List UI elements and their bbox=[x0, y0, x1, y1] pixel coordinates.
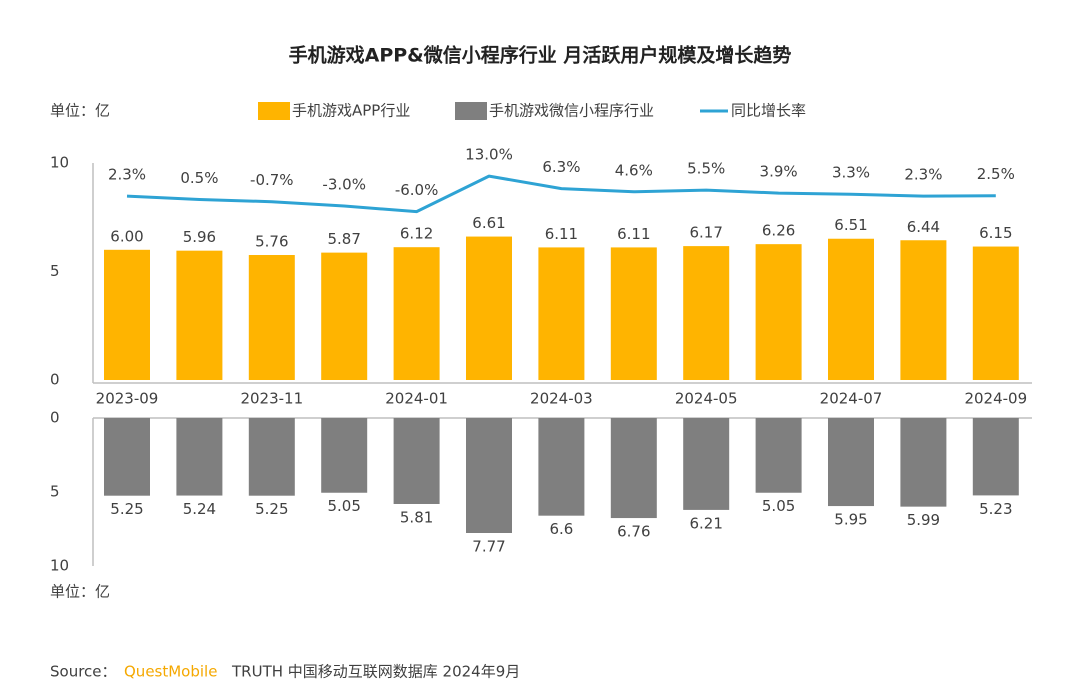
data-label: 5.05 bbox=[327, 497, 360, 515]
data-label: 0.5% bbox=[180, 169, 218, 187]
bar bbox=[900, 418, 947, 507]
data-label: 6.3% bbox=[542, 158, 580, 176]
data-label: 6.26 bbox=[762, 222, 795, 240]
data-label: 2.3% bbox=[108, 166, 146, 184]
data-label: 6.00 bbox=[110, 227, 143, 245]
data-label: 6.44 bbox=[907, 218, 940, 236]
data-label: 13.0% bbox=[465, 146, 513, 164]
data-label: 6.21 bbox=[689, 514, 722, 532]
data-label: 5.87 bbox=[327, 230, 360, 248]
data-label: 5.81 bbox=[400, 508, 433, 526]
x-tick-label: 2023-11 bbox=[240, 390, 303, 408]
x-tick-label: 2024-05 bbox=[675, 390, 738, 408]
data-label: 6.17 bbox=[689, 224, 722, 242]
source-brand: QuestMobile bbox=[124, 663, 217, 681]
data-label: 5.76 bbox=[255, 233, 288, 251]
data-label: 3.3% bbox=[832, 164, 870, 182]
bar bbox=[755, 244, 802, 380]
unit-label: 单位：亿 bbox=[50, 102, 110, 120]
bar bbox=[104, 418, 150, 496]
bar bbox=[538, 418, 585, 516]
bar bbox=[972, 418, 1019, 496]
data-label: 6.11 bbox=[617, 225, 650, 243]
legend-label: 手机游戏微信小程序行业 bbox=[489, 102, 654, 120]
legend-label: 手机游戏APP行业 bbox=[292, 102, 410, 120]
x-tick-label: 2024-03 bbox=[530, 390, 593, 408]
data-label: 5.25 bbox=[255, 500, 288, 518]
data-label: 5.23 bbox=[979, 500, 1012, 518]
data-label: 6.6 bbox=[549, 520, 573, 538]
y-tick-label: 10 bbox=[50, 154, 69, 172]
bar bbox=[104, 249, 150, 380]
data-label: -6.0% bbox=[395, 181, 439, 199]
y-tick-label: 10 bbox=[50, 557, 69, 575]
data-label: 5.96 bbox=[183, 228, 216, 246]
bar bbox=[466, 236, 512, 380]
bar bbox=[393, 247, 440, 380]
bar bbox=[610, 247, 657, 380]
source-text: TRUTH 中国移动互联网数据库 2024年9月 bbox=[231, 663, 520, 681]
y-tick-label: 5 bbox=[50, 483, 60, 501]
bar bbox=[755, 418, 802, 493]
data-label: 5.25 bbox=[110, 500, 143, 518]
bar bbox=[610, 418, 657, 519]
legend-swatch bbox=[258, 102, 290, 120]
legend-label: 同比增长率 bbox=[731, 102, 806, 120]
bar bbox=[828, 238, 874, 380]
data-label: 5.99 bbox=[907, 511, 940, 529]
bar bbox=[683, 246, 730, 380]
data-label: 6.15 bbox=[979, 224, 1012, 242]
data-label: 6.12 bbox=[400, 225, 433, 243]
x-tick-label: 2024-09 bbox=[964, 390, 1027, 408]
data-label: 6.11 bbox=[545, 225, 578, 243]
legend-swatch bbox=[455, 102, 487, 120]
data-label: 2.3% bbox=[904, 166, 942, 184]
bar bbox=[393, 418, 440, 504]
unit-label: 单位：亿 bbox=[50, 583, 110, 601]
bar bbox=[900, 240, 947, 380]
bar bbox=[683, 418, 730, 510]
data-label: 3.9% bbox=[760, 163, 798, 181]
growth-line bbox=[126, 174, 996, 214]
data-label: 4.6% bbox=[615, 161, 653, 179]
data-label: 7.77 bbox=[472, 537, 505, 555]
data-label: 2.5% bbox=[977, 165, 1015, 183]
bar bbox=[248, 255, 295, 380]
bar bbox=[466, 418, 512, 533]
data-label: -3.0% bbox=[322, 176, 366, 194]
data-label: 5.24 bbox=[183, 500, 216, 518]
data-label: 5.05 bbox=[762, 497, 795, 515]
x-tick-label: 2024-07 bbox=[820, 390, 883, 408]
y-tick-label: 0 bbox=[50, 409, 60, 427]
x-tick-label: 2023-09 bbox=[96, 390, 159, 408]
data-label: -0.7% bbox=[250, 171, 294, 189]
bar bbox=[321, 418, 368, 493]
y-tick-label: 5 bbox=[50, 262, 60, 280]
bar bbox=[176, 418, 223, 496]
data-label: 6.51 bbox=[834, 216, 867, 234]
chart-title: 手机游戏APP&微信小程序行业 月活跃用户规模及增长趋势 bbox=[289, 44, 792, 67]
y-tick-label: 0 bbox=[50, 371, 60, 389]
bar bbox=[828, 418, 874, 507]
bar bbox=[248, 418, 295, 496]
data-label: 5.5% bbox=[687, 160, 725, 178]
bar bbox=[972, 246, 1019, 380]
source-label: Source： bbox=[50, 663, 117, 681]
bar bbox=[321, 252, 368, 380]
bar bbox=[538, 247, 585, 380]
x-tick-label: 2024-01 bbox=[385, 390, 448, 408]
data-label: 6.61 bbox=[472, 214, 505, 232]
bar bbox=[176, 250, 223, 380]
data-label: 6.76 bbox=[617, 523, 650, 541]
data-label: 5.95 bbox=[834, 511, 867, 529]
